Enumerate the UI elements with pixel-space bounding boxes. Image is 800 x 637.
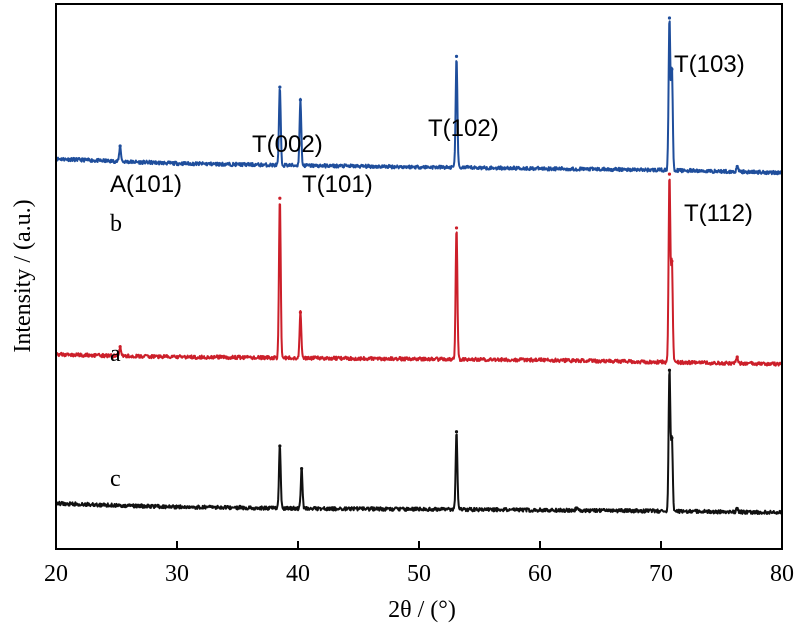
peak-point-b-2 <box>298 98 303 102</box>
peak-point-b-0 <box>118 144 122 148</box>
peak-point-a-1 <box>278 196 282 200</box>
x-tick-label: 30 <box>165 561 189 587</box>
series-label-a: a <box>110 341 121 367</box>
peak-point-a-0 <box>118 345 122 349</box>
peak-point-a-4 <box>667 172 672 176</box>
peak-point-b-1 <box>278 85 282 89</box>
peak-point-b-5 <box>670 67 674 71</box>
x-tick-label: 80 <box>770 561 794 587</box>
peak-point-c-7 <box>735 506 739 511</box>
x-tick-label: 20 <box>44 561 68 587</box>
peak-point-b-4 <box>667 16 672 20</box>
series-line-b <box>55 20 783 176</box>
peak-point-a-3 <box>454 226 459 230</box>
peak-point-c-6 <box>670 436 674 440</box>
peak-point-c-3 <box>454 430 459 434</box>
series-layer <box>55 16 783 515</box>
x-axis-title: 2θ / (°) <box>388 597 456 623</box>
peak-point-c-1 <box>278 444 282 448</box>
peak-point-b-6 <box>735 164 739 169</box>
peak-point-c-0 <box>238 504 242 509</box>
x-tick-label: 40 <box>286 561 310 587</box>
series-line-a <box>55 178 783 367</box>
series-line-c <box>55 370 783 515</box>
peak-point-b-3 <box>454 54 459 59</box>
peak-point-c-4 <box>574 506 578 510</box>
annotation-a101: A(101) <box>110 171 182 198</box>
peak-point-a-5 <box>670 259 674 263</box>
annotation-t101: T(101) <box>302 171 373 198</box>
y-axis-title: Intensity / (a.u.) <box>10 199 36 352</box>
annotation-t112: T(112) <box>684 200 753 227</box>
annotation-t103: T(103) <box>674 51 745 78</box>
x-axis: 20 30 40 50 60 70 80 <box>44 541 794 587</box>
x-tick-label: 60 <box>528 561 552 587</box>
series-label-b: b <box>110 211 122 237</box>
series-label-c: c <box>110 466 121 492</box>
peak-point-c-2 <box>300 466 304 471</box>
annotation-t102: T(102) <box>428 115 499 142</box>
peak-point-a-2 <box>298 310 303 314</box>
x-tick-label: 70 <box>649 561 673 587</box>
x-tick-label: 50 <box>407 561 431 587</box>
peak-point-a-6 <box>735 355 739 359</box>
peak-point-c-5 <box>667 368 672 372</box>
annotation-t002: T(002) <box>252 131 323 158</box>
